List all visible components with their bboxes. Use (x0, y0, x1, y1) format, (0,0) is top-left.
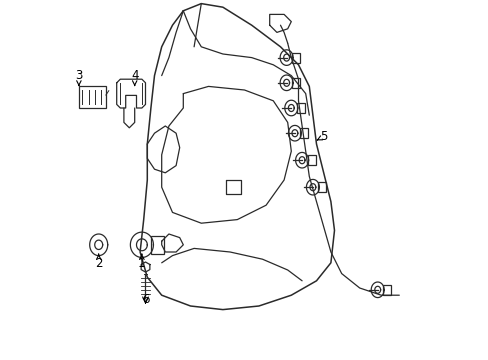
Text: 3: 3 (75, 69, 82, 85)
Text: 2: 2 (95, 254, 102, 270)
Bar (296, 103, 304, 113)
Bar (291, 78, 300, 88)
Bar (79, 86, 106, 108)
Bar (318, 182, 325, 192)
Bar (291, 53, 300, 63)
Text: 6: 6 (142, 293, 149, 306)
Text: 5: 5 (316, 130, 327, 143)
Bar (300, 128, 308, 138)
Text: 1: 1 (138, 254, 145, 270)
Bar (307, 155, 315, 165)
Bar (383, 285, 390, 295)
Bar (151, 236, 163, 254)
Text: 4: 4 (131, 69, 138, 85)
